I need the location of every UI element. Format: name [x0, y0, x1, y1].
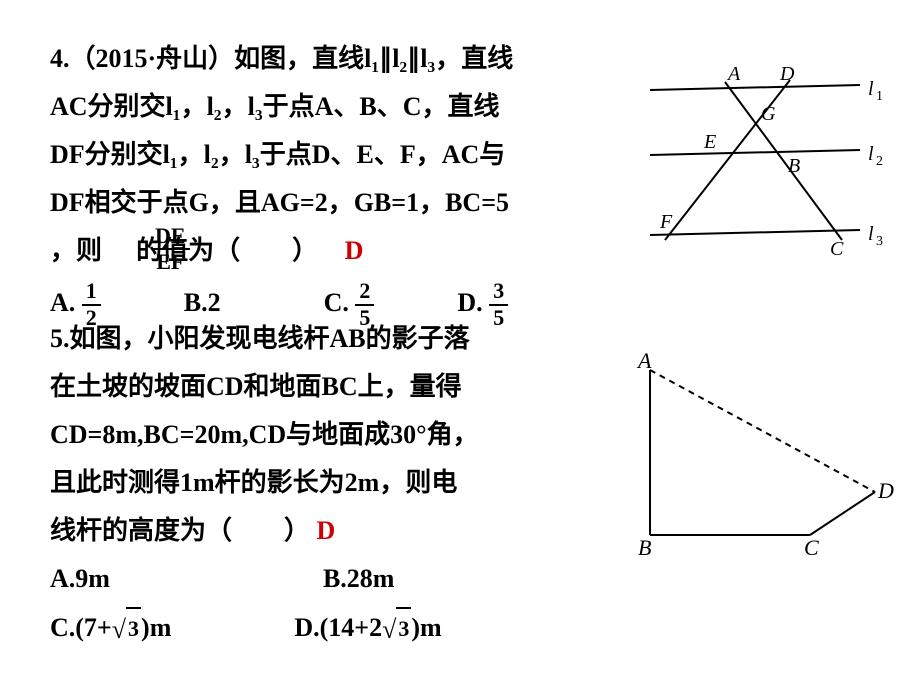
q5-optC: C.(7+√3)m — [50, 613, 178, 642]
sqrt-icon: √3 — [382, 606, 411, 654]
q5-optB: B.28m — [323, 564, 395, 593]
q5-line5: 线杆的高度为（ ） — [50, 516, 310, 545]
q4-optD-label: D. — [457, 288, 482, 317]
svg-text:B: B — [638, 535, 651, 560]
q5-line3: CD=8m,BC=20m,CD与地面成30°角， — [50, 420, 479, 449]
q5-answer: D — [317, 516, 336, 545]
q4-line2: AC分别交l₁，l₂，l₃于点A、B、C，直线 — [50, 92, 500, 121]
q4-optA-label: A. — [50, 288, 75, 317]
q5-optD: D.(14+2√3)m — [294, 613, 441, 642]
svg-text:3: 3 — [876, 234, 883, 249]
svg-text:1: 1 — [876, 89, 883, 104]
svg-text:l: l — [868, 143, 874, 165]
q5-optA: A.9m — [50, 564, 110, 593]
diagram-parallel-lines: A D l1 G E B l2 F C l3 — [630, 60, 890, 260]
q5-line2: 在土坡的坡面CD和地面BC上，量得 — [50, 372, 462, 401]
svg-text:E: E — [703, 131, 716, 153]
q4-optB: B.2 — [184, 288, 221, 317]
svg-text:D: D — [877, 478, 894, 503]
q4-line1: 4.（2015·舟山）如图，直线l₁∥l₂∥l₃，直线 — [50, 44, 513, 73]
q4-line4: DF相交于点G，且AG=2，GB=1，BC=5 — [50, 188, 509, 217]
question-5: 5.如图，小阳发现电线杆AB的影子落 在土坡的坡面CD和地面BC上，量得 CD=… — [50, 315, 580, 654]
svg-text:C: C — [830, 238, 844, 260]
svg-text:l: l — [868, 78, 874, 100]
q4-line5-prefix: ，则 — [50, 236, 102, 265]
svg-text:A: A — [636, 350, 652, 373]
svg-text:A: A — [726, 63, 741, 85]
svg-text:C: C — [804, 535, 819, 560]
q4-optC-label: C. — [324, 288, 349, 317]
svg-text:2: 2 — [876, 154, 883, 169]
svg-text:G: G — [761, 103, 776, 125]
svg-text:F: F — [659, 211, 673, 233]
svg-text:l: l — [868, 223, 874, 245]
sqrt-icon: √3 — [112, 606, 141, 654]
diagram-pole-shadow: A B C D — [590, 350, 900, 560]
svg-text:B: B — [788, 155, 800, 177]
question-4: 4.（2015·舟山）如图，直线l₁∥l₂∥l₃，直线 AC分别交l₁，l₂，l… — [50, 35, 630, 330]
q5-line4: 且此时测得1m杆的影长为2m，则电 — [50, 468, 457, 497]
q4-answer: D — [345, 236, 364, 265]
svg-text:D: D — [779, 63, 795, 85]
q4-line3: DF分别交l₁，l₂，l₃于点D、E、F，AC与 — [50, 140, 505, 169]
q5-line1: 5.如图，小阳发现电线杆AB的影子落 — [50, 324, 470, 353]
q4-line5-suffix: 的值为（ ） — [136, 236, 318, 265]
